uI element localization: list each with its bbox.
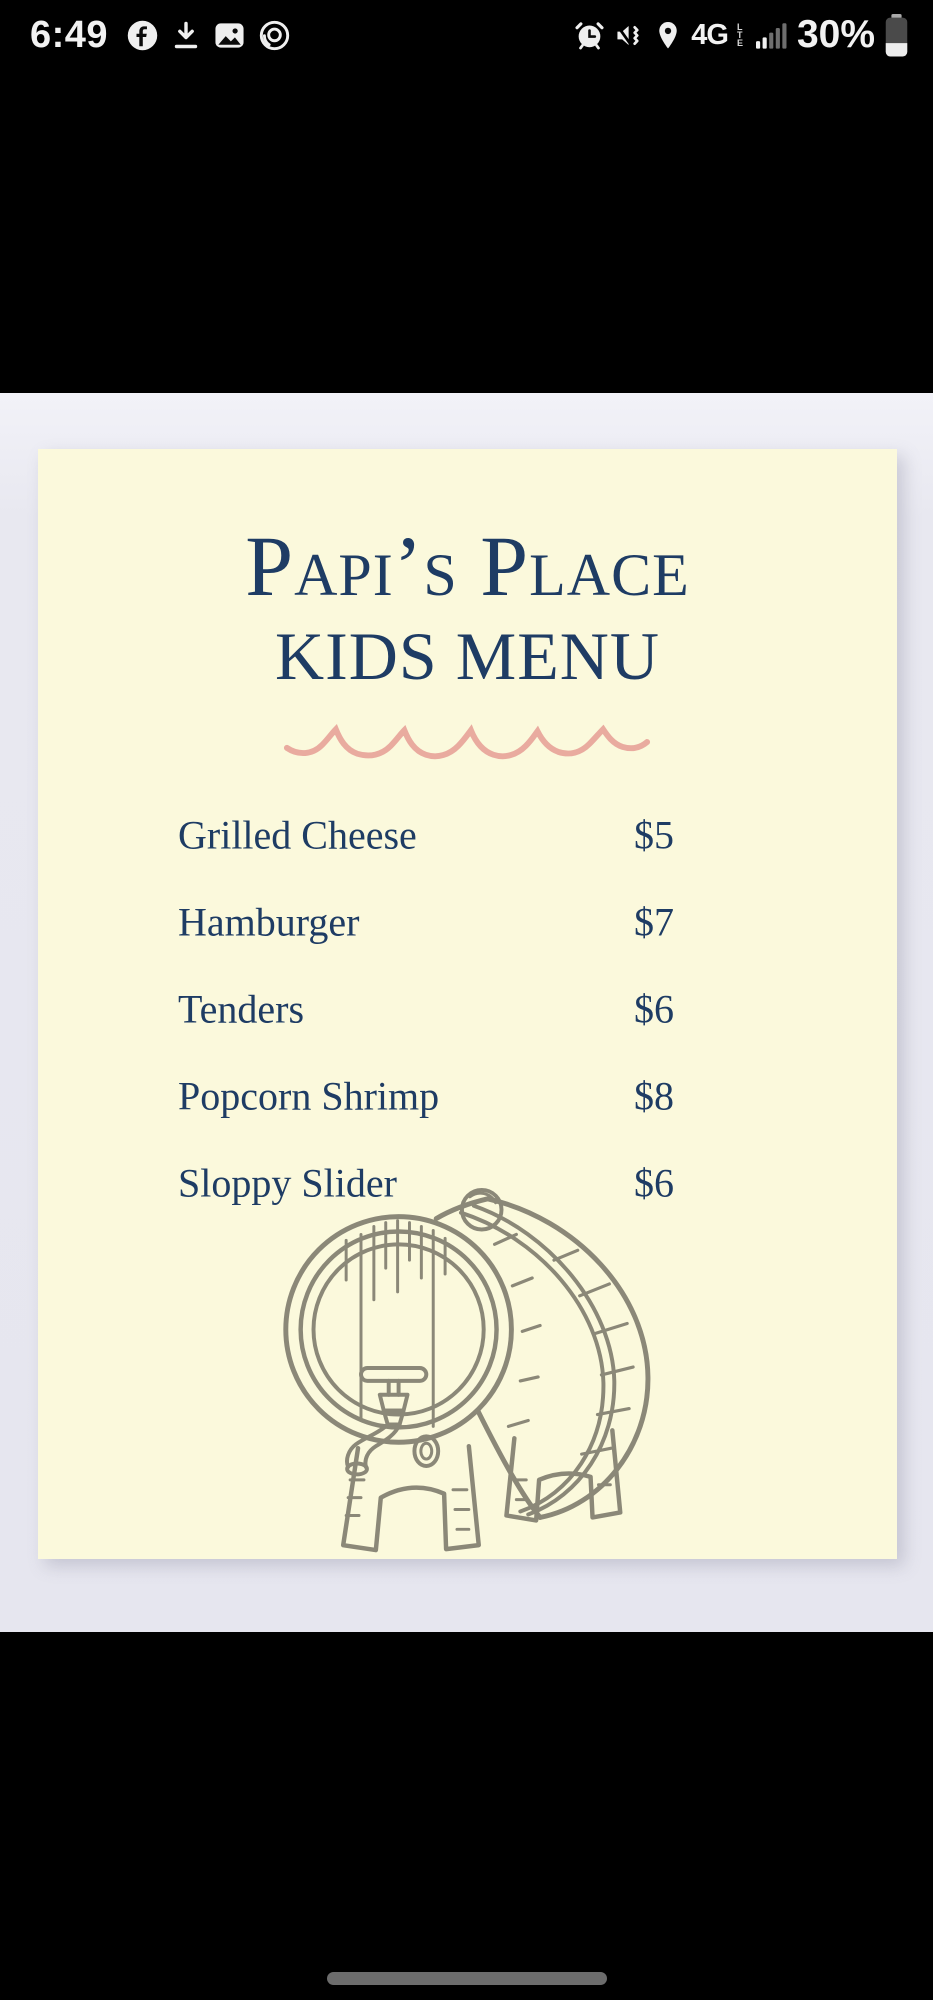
- battery-icon: [884, 13, 909, 57]
- menu-item-price: $7: [634, 899, 674, 944]
- download-icon: [171, 20, 201, 51]
- battery-percent-label: 30%: [796, 13, 875, 56]
- vibrate-mute-icon: [614, 20, 645, 51]
- menu-item-price: $5: [634, 812, 674, 857]
- status-bar-right: 4G L T E 30%: [574, 0, 909, 70]
- alarm-clock-icon: [574, 20, 605, 51]
- menu-subtitle: KIDS MENU: [275, 618, 660, 694]
- menu-item-price: $6: [634, 986, 674, 1031]
- menu-item-row: Popcorn Shrimp $8: [38, 1052, 897, 1139]
- network-type-label: 4G: [691, 18, 729, 51]
- menu-item-row: Sloppy Slider $6: [38, 1139, 897, 1226]
- menu-item-list: Grilled Cheese $5 Hamburger $7 Tenders $…: [38, 791, 897, 1226]
- barrel-illustration: [283, 1187, 651, 1553]
- status-bar-left: 6:49: [30, 0, 291, 70]
- menu-item-price: $6: [634, 1160, 674, 1205]
- menu-item-row: Grilled Cheese $5: [38, 791, 897, 878]
- home-indicator[interactable]: [327, 1972, 607, 1985]
- photo-viewer[interactable]: Papi’s Place KIDS MENU Grilled Cheese $5…: [0, 393, 933, 1632]
- menu-item-row: Tenders $6: [38, 965, 897, 1052]
- wave-squiggle-icon: [283, 724, 651, 760]
- signal-bars-icon: [755, 21, 788, 50]
- gallery-icon: [214, 20, 245, 51]
- facebook-icon: [127, 20, 158, 51]
- clock-time: 6:49: [30, 13, 109, 56]
- menu-item-name: Grilled Cheese: [178, 812, 417, 857]
- menu-item-name: Popcorn Shrimp: [178, 1073, 440, 1118]
- kids-menu-card: Papi’s Place KIDS MENU Grilled Cheese $5…: [38, 449, 897, 1559]
- network-lte-label: L T E: [736, 22, 743, 48]
- menu-item-name: Tenders: [178, 986, 305, 1031]
- status-bar: 6:49: [0, 0, 933, 70]
- menu-item-name: Sloppy Slider: [178, 1160, 397, 1205]
- menu-title: Papi’s Place: [245, 518, 690, 614]
- menu-item-price: $8: [634, 1073, 674, 1118]
- location-pin-icon: [654, 20, 682, 51]
- menu-item-name: Hamburger: [178, 899, 360, 944]
- menu-item-row: Hamburger $7: [38, 878, 897, 965]
- life360-spiral-icon: [258, 19, 291, 52]
